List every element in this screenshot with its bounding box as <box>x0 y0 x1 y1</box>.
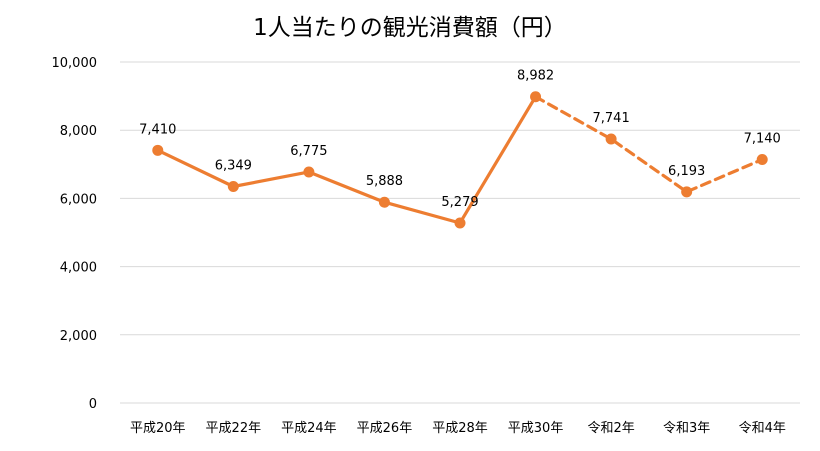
data-label: 8,982 <box>517 69 554 84</box>
data-label: 6,775 <box>290 144 327 159</box>
x-tick-label: 令和2年 <box>587 421 634 436</box>
x-tick-label: 令和3年 <box>663 421 710 436</box>
data-point <box>378 196 390 208</box>
grid-lines <box>120 61 800 404</box>
y-tick-label: 2,000 <box>60 329 97 344</box>
x-tick-label: 平成30年 <box>508 421 564 436</box>
data-point <box>681 186 693 198</box>
data-label: 7,140 <box>744 132 781 147</box>
data-label: 7,741 <box>593 111 630 126</box>
y-tick-label: 8,000 <box>60 124 97 139</box>
x-tick-label: 平成20年 <box>130 421 186 436</box>
y-tick-label: 10,000 <box>52 56 98 71</box>
x-tick-label: 平成22年 <box>206 421 262 436</box>
data-point <box>756 154 768 166</box>
data-labels: 7,410 6,349 6,775 5,888 5,279 8,982 7,741 6,193… <box>139 69 781 210</box>
data-label: 6,349 <box>215 158 252 173</box>
y-tick-label: 0 <box>89 397 97 412</box>
data-label: 7,410 <box>139 122 176 137</box>
data-point <box>152 144 164 156</box>
data-point <box>303 166 315 178</box>
data-point <box>530 91 542 103</box>
series-points <box>152 91 768 229</box>
y-tick-label: 6,000 <box>60 192 97 207</box>
data-point <box>454 217 466 229</box>
series-lines <box>156 95 764 225</box>
x-axis-ticks: 平成20年 平成22年 平成24年 平成26年 平成28年 平成30年 令和2年 令和3年 令和… <box>130 421 786 436</box>
x-tick-label: 令和4年 <box>739 421 786 436</box>
y-tick-label: 4,000 <box>60 261 97 276</box>
series-line-dashed <box>533 95 764 194</box>
data-point <box>605 133 617 145</box>
data-label: 6,193 <box>668 164 705 179</box>
x-tick-label: 平成26年 <box>357 421 413 436</box>
chart-title: 1人当たりの観光消費額（円） <box>253 15 567 41</box>
data-label: 5,279 <box>441 195 478 210</box>
y-axis-ticks: 0 2,000 4,000 6,000 8,000 10,000 <box>52 56 98 412</box>
x-tick-label: 平成24年 <box>281 421 337 436</box>
data-point <box>227 180 239 192</box>
series-line-solid <box>156 95 538 225</box>
x-tick-label: 平成28年 <box>432 421 488 436</box>
data-label: 5,888 <box>366 174 403 189</box>
